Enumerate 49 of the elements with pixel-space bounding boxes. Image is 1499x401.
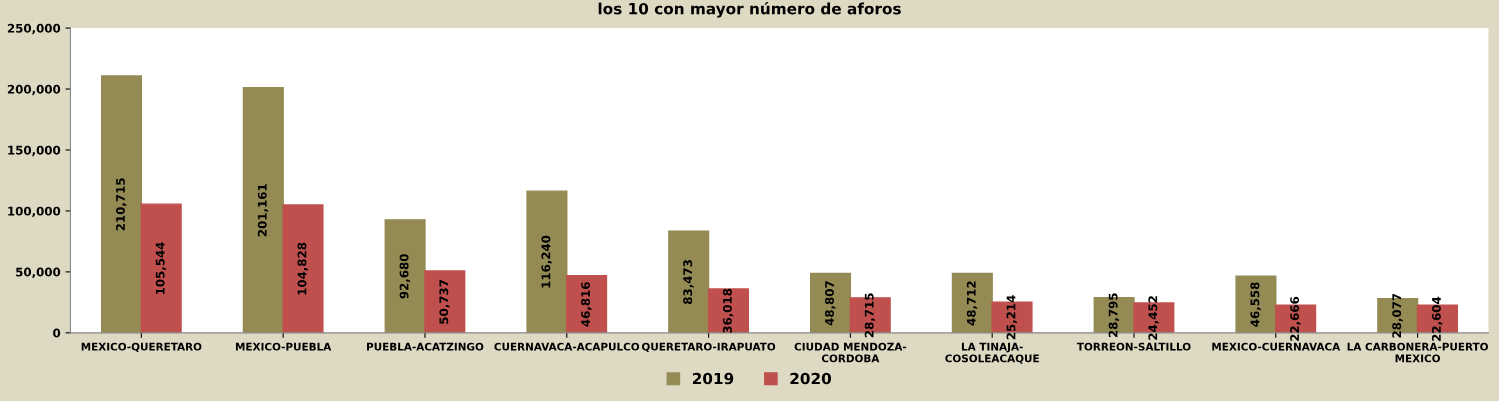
x-tick-label: LA TINAJA- COSOLEACAQUE [945, 342, 1039, 364]
y-tick-label: 50,000 [16, 267, 61, 279]
data-label: 22,666 [1290, 296, 1301, 341]
data-label: 48,807 [825, 281, 836, 326]
y-tick-label: 100,000 [8, 206, 61, 218]
data-label: 28,795 [1108, 293, 1120, 338]
x-tick-label: MEXICO-PUEBLA [235, 342, 332, 351]
data-label: 46,558 [1250, 282, 1261, 327]
bar [1235, 275, 1277, 333]
y-tick-label: 0 [53, 328, 61, 338]
bar [100, 75, 143, 333]
bar [668, 230, 710, 333]
legend-label: 2020 [790, 372, 832, 385]
data-label: 83,473 [683, 260, 694, 305]
x-tick-label: CIUDAD MENDOZA- CORDOBA [794, 342, 907, 363]
data-label: 28,077 [1392, 293, 1403, 338]
data-label: 24,452 [1148, 296, 1159, 340]
data-label: 104,828 [297, 242, 308, 295]
x-tick-label: QUERETARO-IRAPUATO [641, 342, 776, 352]
data-label: 48,712 [966, 281, 978, 326]
y-tick-label: 150,000 [8, 145, 61, 157]
data-label: 28,715 [864, 293, 876, 338]
x-tick-label: CUERNAVACA-ACAPULCO [494, 342, 640, 351]
bar [140, 203, 182, 333]
data-label: 36,018 [722, 288, 734, 333]
x-tick-label: TORREON-SALTILLO [1076, 342, 1191, 351]
data-label: 105,544 [155, 242, 167, 295]
data-label: 210,715 [116, 178, 127, 231]
data-label: 116,240 [541, 235, 552, 288]
bar [424, 270, 466, 333]
y-tick-label: 200,000 [7, 84, 61, 96]
legend-label: 2019 [692, 372, 734, 385]
data-label: 22,604 [1431, 296, 1443, 341]
data-label: 50,737 [439, 280, 450, 324]
y-tick-label: 250,000 [7, 23, 61, 35]
bar [242, 86, 284, 333]
data-label: 201,161 [257, 184, 269, 237]
x-tick-label: PUEBLA-ACATZINGO [367, 342, 484, 351]
bar [384, 219, 426, 333]
bar [526, 190, 568, 333]
x-tick-label: LA CARBONERA-PUERTO MEXICO [1347, 342, 1488, 363]
bar [566, 275, 608, 333]
data-label: 25,214 [1006, 295, 1017, 340]
x-tick-label: MEXICO-CUERNAVACA [1212, 342, 1341, 351]
x-tick-label: MEXICO-QUERETARO [81, 342, 202, 352]
data-label: 46,816 [581, 282, 592, 327]
chart-title: los 10 con mayor número de aforos [598, 2, 901, 18]
bar [282, 204, 324, 333]
data-label: 92,680 [399, 254, 411, 299]
